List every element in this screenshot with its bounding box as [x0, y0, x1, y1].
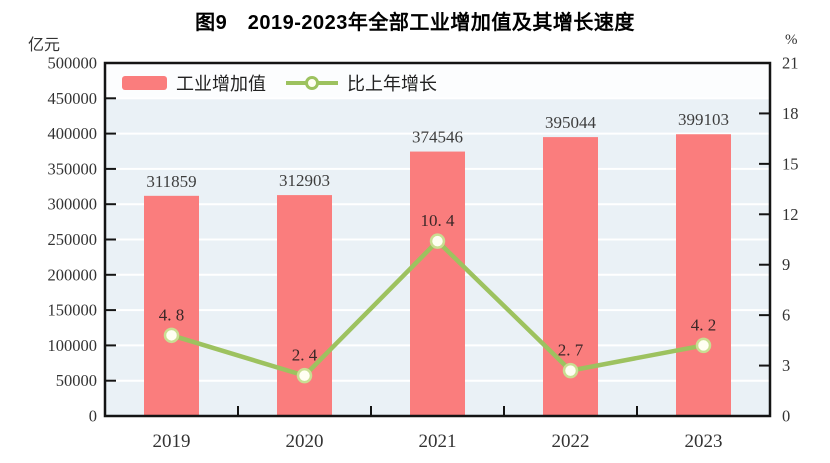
- x-axis-label: 2021: [419, 431, 457, 452]
- line-value-label: 10. 4: [421, 211, 456, 230]
- x-axis-label: 2022: [552, 431, 590, 452]
- line-value-label: 2. 7: [558, 341, 584, 360]
- right-axis-unit: %: [785, 32, 798, 48]
- bar-legend-swatch: [122, 76, 167, 90]
- bar-value-label: 312903: [279, 171, 330, 190]
- line-marker-2019: [163, 327, 180, 344]
- chart-title: 图9 2019-2023年全部工业增加值及其增长速度: [195, 12, 635, 34]
- bar-legend-label: 工业增加值: [176, 74, 266, 94]
- x-axis-label: 2020: [286, 431, 324, 452]
- y-axis-label-right: 15: [782, 154, 799, 173]
- bar-value-label: 311859: [146, 172, 196, 191]
- line-value-label: 4. 2: [691, 315, 717, 334]
- y-axis-label-right: 18: [782, 104, 799, 123]
- line-marker-2020: [296, 367, 313, 384]
- y-axis-label-left: 200000: [48, 265, 98, 284]
- bar-2023: [676, 134, 731, 416]
- y-axis-label-left: 100000: [48, 336, 98, 355]
- line-marker-2021: [429, 233, 446, 249]
- y-axis-label-right: 0: [782, 407, 790, 426]
- line-value-label: 4. 8: [159, 305, 185, 324]
- y-axis-label-right: 21: [782, 54, 799, 73]
- bar-2021: [410, 151, 465, 416]
- bar-value-label: 399103: [678, 110, 729, 129]
- y-axis-label-left: 250000: [48, 230, 98, 249]
- legend: 工业增加值 比上年增长: [122, 72, 437, 94]
- line-legend-label: 比上年增长: [347, 74, 437, 94]
- y-axis-label-left: 0: [89, 407, 97, 426]
- y-axis-label-left: 500000: [48, 54, 98, 73]
- y-axis-label-left: 300000: [48, 195, 98, 214]
- y-axis-label-right: 6: [782, 306, 790, 325]
- y-axis-label-right: 9: [782, 255, 790, 274]
- y-axis-label-left: 350000: [48, 159, 98, 178]
- y-axis-label-left: 50000: [56, 371, 97, 390]
- y-axis-label-right: 3: [782, 356, 790, 375]
- y-axis-label-left: 450000: [48, 89, 98, 108]
- plot-top-band: [105, 63, 770, 99]
- line-value-label: 2. 4: [292, 346, 318, 365]
- y-axis-label-right: 12: [782, 205, 799, 224]
- bar-value-label: 374546: [412, 128, 463, 147]
- left-axis-unit: 亿元: [28, 37, 61, 54]
- y-axis-label-left: 150000: [48, 301, 98, 320]
- x-axis-label: 2023: [685, 431, 723, 452]
- bar-value-label: 395044: [545, 113, 597, 132]
- y-axis-label-left: 400000: [48, 124, 98, 143]
- line-marker-2022: [562, 362, 579, 379]
- bar-2019: [144, 195, 199, 416]
- line-marker-2023: [695, 337, 712, 354]
- line-legend-marker-icon: [305, 76, 319, 90]
- line-legend-swatch: [286, 76, 338, 90]
- x-axis-label: 2019: [153, 431, 191, 452]
